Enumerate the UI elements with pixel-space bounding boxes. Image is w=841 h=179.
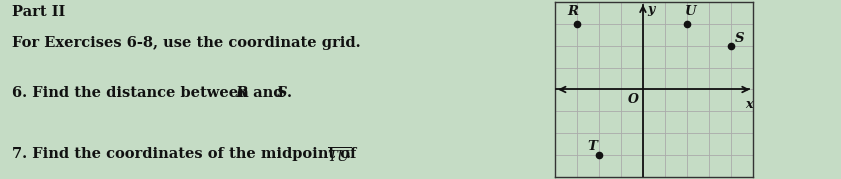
- Text: x: x: [745, 98, 753, 111]
- Text: T: T: [587, 140, 597, 153]
- Text: S: S: [734, 32, 744, 45]
- Text: R: R: [235, 86, 247, 100]
- Text: For Exercises 6-8, use the coordinate grid.: For Exercises 6-8, use the coordinate gr…: [12, 36, 361, 50]
- Text: and: and: [248, 86, 288, 100]
- Text: .: .: [287, 86, 292, 100]
- Text: R: R: [568, 5, 579, 18]
- Text: U: U: [685, 5, 696, 18]
- Text: 7. Find the coordinates of the midpoint of: 7. Find the coordinates of the midpoint …: [12, 147, 362, 161]
- Text: .: .: [346, 147, 351, 161]
- Text: y: y: [647, 3, 654, 16]
- Text: $\overline{TU}$: $\overline{TU}$: [327, 147, 352, 166]
- Text: Part II: Part II: [12, 5, 65, 19]
- Text: O: O: [627, 93, 638, 106]
- Text: 6. Find the distance between: 6. Find the distance between: [12, 86, 254, 100]
- Text: S: S: [277, 86, 287, 100]
